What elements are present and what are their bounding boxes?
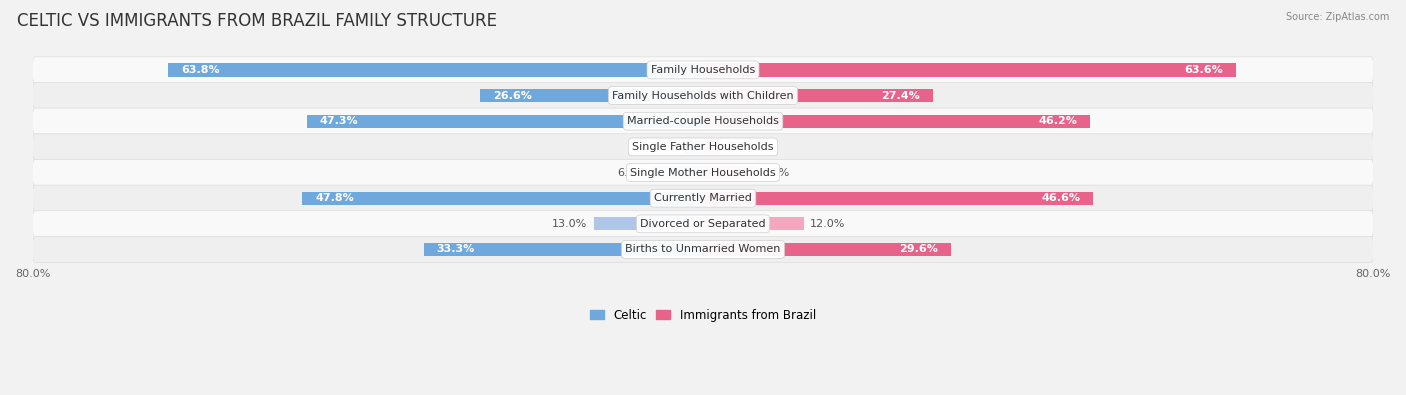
Bar bbox=[652, 166, 703, 179]
Text: Single Father Households: Single Father Households bbox=[633, 142, 773, 152]
Bar bbox=[703, 166, 754, 179]
Bar bbox=[425, 243, 703, 256]
Text: Currently Married: Currently Married bbox=[654, 193, 752, 203]
Bar bbox=[479, 89, 703, 102]
Text: 46.6%: 46.6% bbox=[1042, 193, 1081, 203]
Bar bbox=[703, 140, 721, 154]
Text: 47.3%: 47.3% bbox=[319, 116, 359, 126]
Bar bbox=[703, 115, 1090, 128]
Text: 6.1%: 6.1% bbox=[761, 167, 789, 177]
Bar bbox=[595, 217, 703, 231]
FancyBboxPatch shape bbox=[32, 185, 1374, 211]
FancyBboxPatch shape bbox=[32, 57, 1374, 83]
Text: 47.8%: 47.8% bbox=[315, 193, 354, 203]
Text: Births to Unmarried Women: Births to Unmarried Women bbox=[626, 245, 780, 254]
FancyBboxPatch shape bbox=[32, 236, 1374, 263]
FancyBboxPatch shape bbox=[32, 134, 1374, 160]
Text: Married-couple Households: Married-couple Households bbox=[627, 116, 779, 126]
Bar bbox=[703, 63, 1236, 77]
Bar bbox=[169, 63, 703, 77]
Text: 2.2%: 2.2% bbox=[728, 142, 756, 152]
Legend: Celtic, Immigrants from Brazil: Celtic, Immigrants from Brazil bbox=[585, 304, 821, 326]
Bar bbox=[703, 89, 932, 102]
FancyBboxPatch shape bbox=[32, 83, 1374, 109]
Text: Family Households: Family Households bbox=[651, 65, 755, 75]
Bar bbox=[703, 243, 950, 256]
FancyBboxPatch shape bbox=[32, 211, 1374, 237]
Text: Family Households with Children: Family Households with Children bbox=[612, 90, 794, 101]
Text: 26.6%: 26.6% bbox=[492, 90, 531, 101]
Text: 63.6%: 63.6% bbox=[1185, 65, 1223, 75]
Text: 2.3%: 2.3% bbox=[648, 142, 678, 152]
Text: Source: ZipAtlas.com: Source: ZipAtlas.com bbox=[1285, 12, 1389, 22]
Bar bbox=[703, 192, 1094, 205]
Text: 6.1%: 6.1% bbox=[617, 167, 645, 177]
Text: 13.0%: 13.0% bbox=[553, 219, 588, 229]
Text: 46.2%: 46.2% bbox=[1039, 116, 1077, 126]
Text: Single Mother Households: Single Mother Households bbox=[630, 167, 776, 177]
Bar bbox=[683, 140, 703, 154]
Text: 12.0%: 12.0% bbox=[810, 219, 845, 229]
FancyBboxPatch shape bbox=[32, 108, 1374, 134]
Bar bbox=[302, 192, 703, 205]
Bar bbox=[307, 115, 703, 128]
Text: Divorced or Separated: Divorced or Separated bbox=[640, 219, 766, 229]
FancyBboxPatch shape bbox=[32, 160, 1374, 186]
Text: CELTIC VS IMMIGRANTS FROM BRAZIL FAMILY STRUCTURE: CELTIC VS IMMIGRANTS FROM BRAZIL FAMILY … bbox=[17, 12, 496, 30]
Text: 29.6%: 29.6% bbox=[900, 245, 938, 254]
Bar bbox=[703, 217, 804, 231]
Text: 63.8%: 63.8% bbox=[181, 65, 219, 75]
Text: 27.4%: 27.4% bbox=[882, 90, 920, 101]
Text: 33.3%: 33.3% bbox=[436, 245, 475, 254]
